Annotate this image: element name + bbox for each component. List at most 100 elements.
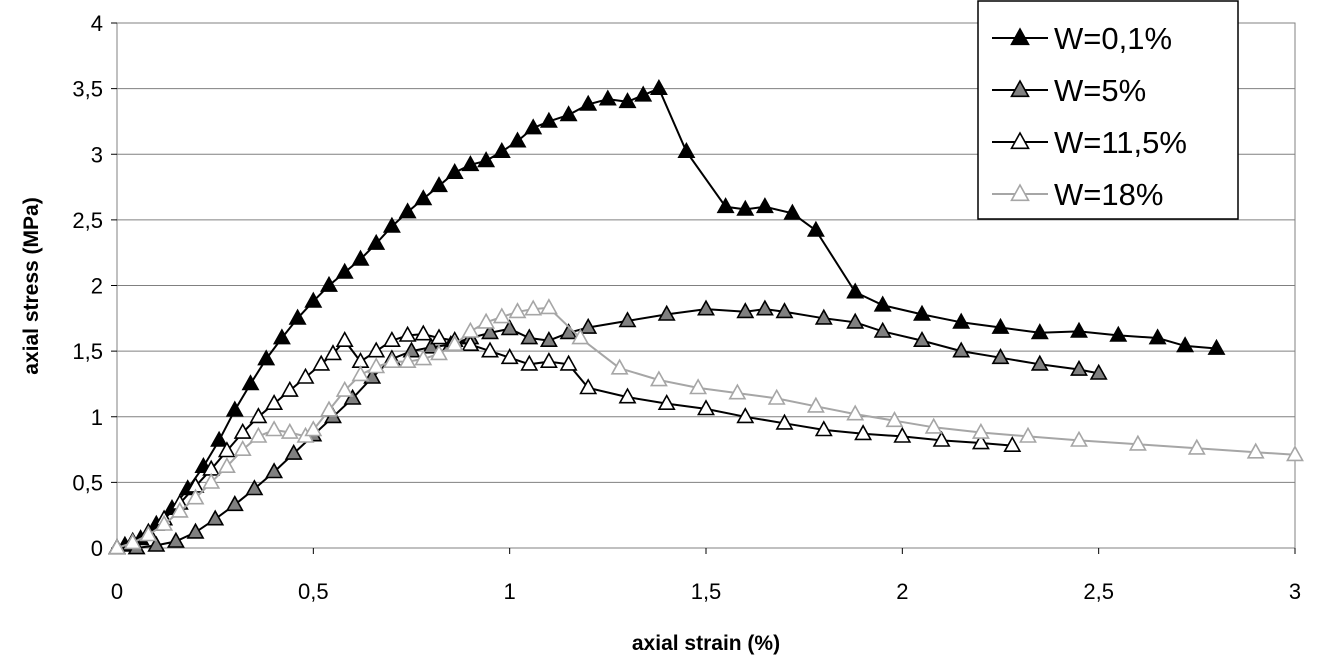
data-point — [241, 374, 260, 391]
y-tick-label: 4 — [91, 11, 103, 36]
y-tick-label: 3 — [91, 142, 103, 167]
data-point — [249, 407, 268, 424]
x-tick-label: 1,5 — [691, 579, 722, 604]
data-point — [170, 501, 189, 518]
data-point — [885, 411, 904, 428]
data-point — [398, 351, 417, 369]
data-point — [324, 344, 342, 361]
legend-item: W=18% — [992, 177, 1163, 212]
x-axis-ticks: 0 0,5 1 1,5 2 2,5 3 — [111, 548, 1301, 604]
data-point — [579, 378, 598, 395]
data-point — [367, 341, 386, 358]
data-point — [736, 199, 755, 216]
data-point — [147, 535, 166, 552]
data-point — [806, 220, 825, 237]
data-point — [430, 344, 448, 361]
data-point — [634, 85, 653, 102]
data-point — [924, 417, 943, 434]
data-point — [217, 441, 236, 458]
series-3 — [108, 324, 1022, 555]
x-tick-label: 0 — [111, 579, 123, 604]
data-point — [445, 334, 464, 352]
data-point — [186, 522, 205, 539]
data-point — [108, 538, 126, 555]
data-point — [697, 299, 715, 316]
y-tick-label: 0,5 — [72, 470, 103, 495]
data-point — [335, 380, 354, 397]
data-point — [1187, 438, 1206, 455]
data-point — [430, 176, 448, 193]
data-point — [806, 396, 825, 413]
data-point — [335, 330, 354, 348]
data-point — [288, 308, 307, 325]
legend-marker — [1010, 131, 1030, 150]
y-axis-ticks: 0 0,5 1 1,5 2 2,5 3 3,5 4 — [72, 11, 117, 561]
data-point — [991, 317, 1010, 334]
legend-label: W=0,1% — [1054, 21, 1172, 56]
data-point — [649, 370, 668, 387]
data-point — [500, 348, 519, 365]
data-point — [139, 525, 158, 542]
y-tick-label: 2,5 — [72, 208, 103, 233]
data-point — [559, 105, 578, 122]
data-point — [320, 400, 338, 417]
data-point — [382, 330, 401, 348]
data-point — [657, 393, 676, 411]
data-point — [1003, 435, 1022, 453]
legend-label: W=5% — [1054, 73, 1146, 108]
data-point — [991, 348, 1010, 365]
data-point — [225, 400, 244, 417]
data-point — [461, 334, 480, 352]
data-point — [1286, 445, 1304, 462]
data-point — [618, 311, 637, 328]
data-point — [304, 291, 323, 308]
data-point — [873, 295, 892, 312]
data-point — [477, 151, 496, 168]
data-point — [1246, 442, 1265, 459]
x-tick-label: 2,5 — [1083, 579, 1114, 604]
series-group — [108, 78, 1304, 555]
data-point — [755, 197, 774, 214]
data-point — [579, 317, 598, 334]
data-point — [217, 456, 236, 474]
data-point — [1176, 336, 1195, 353]
data-point — [775, 413, 794, 430]
data-point — [893, 426, 912, 443]
data-point — [233, 439, 252, 457]
data-point — [382, 351, 401, 369]
legend-item: W=5% — [992, 73, 1146, 108]
data-point — [1070, 430, 1088, 447]
data-point — [524, 299, 543, 316]
data-point — [1207, 338, 1226, 355]
grid-lines — [117, 88, 1295, 483]
data-point — [952, 312, 971, 329]
data-point — [846, 282, 865, 299]
data-point — [284, 443, 303, 460]
data-point — [500, 319, 519, 336]
data-point — [846, 404, 865, 421]
data-point — [280, 380, 299, 397]
x-tick-label: 1 — [504, 579, 516, 604]
data-point — [225, 495, 244, 512]
data-point — [559, 354, 578, 371]
data-point — [304, 420, 323, 437]
data-point — [155, 514, 174, 531]
data-point — [539, 330, 558, 348]
data-point — [335, 262, 354, 279]
data-point — [265, 462, 284, 479]
data-point — [123, 533, 142, 550]
data-point — [296, 367, 315, 384]
data-point — [677, 141, 696, 158]
data-point — [649, 78, 668, 95]
data-point — [539, 111, 558, 128]
data-point — [854, 424, 873, 441]
legend: W=0,1% W=5% W=11,5% W=18% — [977, 0, 1239, 220]
series-line — [116, 306, 1296, 549]
data-point — [382, 216, 401, 233]
data-point — [814, 308, 833, 325]
data-point — [539, 351, 558, 369]
data-point — [398, 202, 417, 219]
data-point — [1070, 359, 1088, 376]
data-point — [351, 249, 370, 266]
